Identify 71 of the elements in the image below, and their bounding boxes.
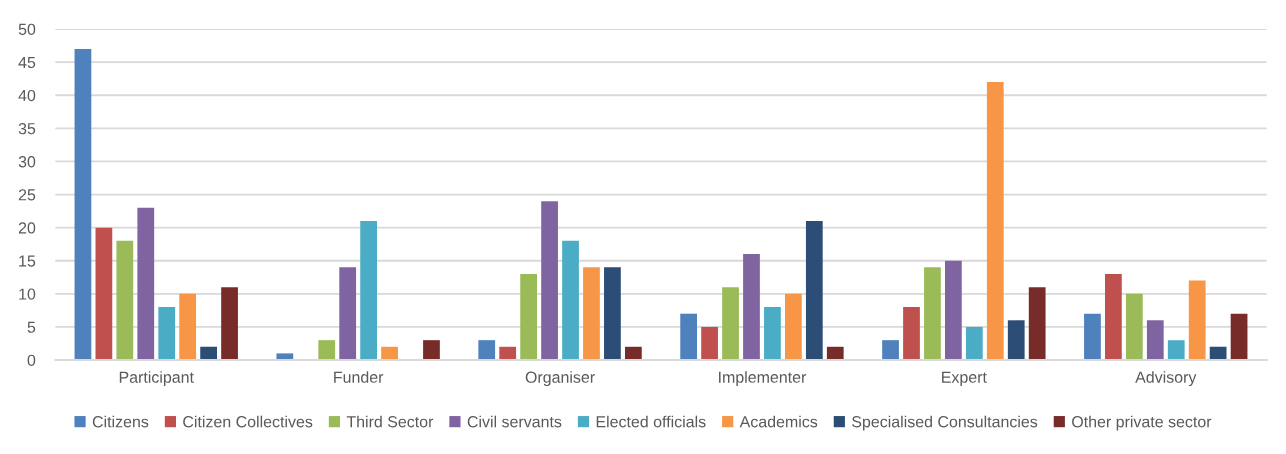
bar bbox=[1188, 280, 1206, 361]
bar bbox=[624, 346, 642, 361]
bar bbox=[116, 240, 134, 361]
y-tick-label: 50 bbox=[18, 23, 36, 35]
bar bbox=[1105, 273, 1122, 361]
legend-label: Elected officials bbox=[596, 415, 706, 428]
bar bbox=[360, 221, 377, 361]
bar bbox=[805, 221, 823, 361]
legend-label: Citizen Collectives bbox=[183, 415, 313, 428]
bar bbox=[924, 267, 941, 361]
y-tick-label: 10 bbox=[19, 288, 36, 300]
x-tick-label: Funder bbox=[334, 371, 384, 383]
bar bbox=[221, 287, 238, 361]
bar bbox=[137, 207, 155, 361]
x-tick-label: Participant bbox=[119, 371, 194, 387]
bar bbox=[1146, 320, 1164, 361]
legend-label: Academics bbox=[739, 415, 818, 428]
bar bbox=[95, 227, 113, 361]
x-tick-label: Organiser bbox=[525, 371, 595, 387]
y-tick-label: 5 bbox=[27, 321, 36, 333]
bar bbox=[179, 293, 197, 361]
bar bbox=[541, 201, 558, 361]
bar bbox=[583, 267, 600, 361]
y-tick-label: 40 bbox=[18, 89, 36, 102]
x-tick-label: Advisory bbox=[1135, 371, 1197, 387]
bar bbox=[478, 340, 496, 361]
legend-label: Other private sector bbox=[1072, 415, 1212, 431]
y-tick-label: 25 bbox=[18, 189, 36, 201]
y-tick-label: 0 bbox=[27, 354, 36, 366]
bar bbox=[701, 326, 718, 361]
bar bbox=[318, 340, 336, 361]
bar bbox=[200, 346, 217, 361]
bar bbox=[764, 307, 781, 361]
bar bbox=[1167, 340, 1185, 361]
bar bbox=[1125, 293, 1143, 361]
bar bbox=[986, 82, 1004, 361]
y-tick-label: 20 bbox=[18, 222, 36, 234]
bar bbox=[499, 346, 517, 361]
legend-label: Third Sector bbox=[346, 415, 434, 428]
bar bbox=[1230, 313, 1248, 361]
y-tick-label: 35 bbox=[18, 122, 36, 135]
bar bbox=[520, 273, 538, 361]
bar bbox=[882, 340, 899, 361]
legend-label: Citizens bbox=[92, 415, 149, 428]
bar bbox=[562, 240, 579, 361]
bar bbox=[945, 260, 962, 361]
bar bbox=[158, 307, 176, 361]
bar bbox=[339, 267, 357, 361]
bar bbox=[903, 307, 920, 361]
bar bbox=[276, 353, 294, 361]
bar bbox=[423, 340, 440, 361]
bar bbox=[785, 293, 802, 361]
bar bbox=[604, 267, 621, 361]
y-tick-label: 45 bbox=[18, 56, 36, 69]
bar bbox=[1028, 287, 1046, 361]
legend-label: Civil servants bbox=[467, 415, 562, 428]
bar bbox=[680, 313, 698, 361]
bar bbox=[1084, 313, 1101, 361]
bar bbox=[743, 254, 760, 361]
y-tick-label: 30 bbox=[18, 156, 36, 168]
bar bbox=[1007, 320, 1025, 361]
bar bbox=[965, 326, 983, 361]
x-tick-label: Implementer bbox=[719, 371, 807, 387]
bar bbox=[1209, 346, 1227, 361]
legend-label: Specialised Consultancies bbox=[852, 415, 1038, 431]
bar bbox=[722, 287, 739, 361]
y-tick-label: 15 bbox=[19, 255, 36, 267]
bar bbox=[381, 346, 398, 361]
x-tick-label: Expert bbox=[942, 371, 987, 387]
bar bbox=[826, 346, 844, 361]
bar bbox=[74, 48, 92, 361]
